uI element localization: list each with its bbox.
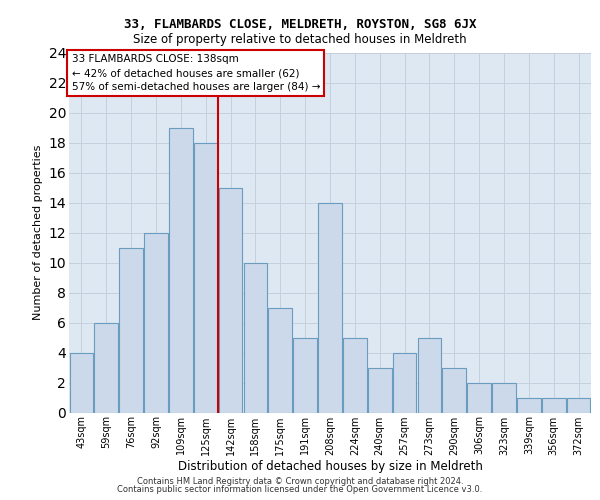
Bar <box>442 368 466 412</box>
Text: 33 FLAMBARDS CLOSE: 138sqm
← 42% of detached houses are smaller (62)
57% of semi: 33 FLAMBARDS CLOSE: 138sqm ← 42% of deta… <box>71 54 320 92</box>
Y-axis label: Number of detached properties: Number of detached properties <box>33 145 43 320</box>
Bar <box>94 322 118 412</box>
Bar <box>368 368 392 412</box>
Text: Contains HM Land Registry data © Crown copyright and database right 2024.: Contains HM Land Registry data © Crown c… <box>137 477 463 486</box>
Bar <box>169 128 193 412</box>
Bar <box>567 398 590 412</box>
Bar <box>343 338 367 412</box>
Text: Contains public sector information licensed under the Open Government Licence v3: Contains public sector information licen… <box>118 485 482 494</box>
Bar <box>119 248 143 412</box>
Bar <box>467 382 491 412</box>
Bar <box>293 338 317 412</box>
Bar <box>418 338 441 412</box>
Bar <box>517 398 541 412</box>
Text: 33, FLAMBARDS CLOSE, MELDRETH, ROYSTON, SG8 6JX: 33, FLAMBARDS CLOSE, MELDRETH, ROYSTON, … <box>124 18 476 30</box>
Bar <box>144 232 168 412</box>
Text: Size of property relative to detached houses in Meldreth: Size of property relative to detached ho… <box>133 32 467 46</box>
X-axis label: Distribution of detached houses by size in Meldreth: Distribution of detached houses by size … <box>178 460 482 473</box>
Bar <box>194 142 218 412</box>
Bar <box>268 308 292 412</box>
Bar <box>492 382 516 412</box>
Bar <box>542 398 566 412</box>
Bar <box>393 352 416 412</box>
Bar <box>318 202 342 412</box>
Bar <box>244 262 267 412</box>
Bar <box>219 188 242 412</box>
Bar <box>70 352 93 412</box>
